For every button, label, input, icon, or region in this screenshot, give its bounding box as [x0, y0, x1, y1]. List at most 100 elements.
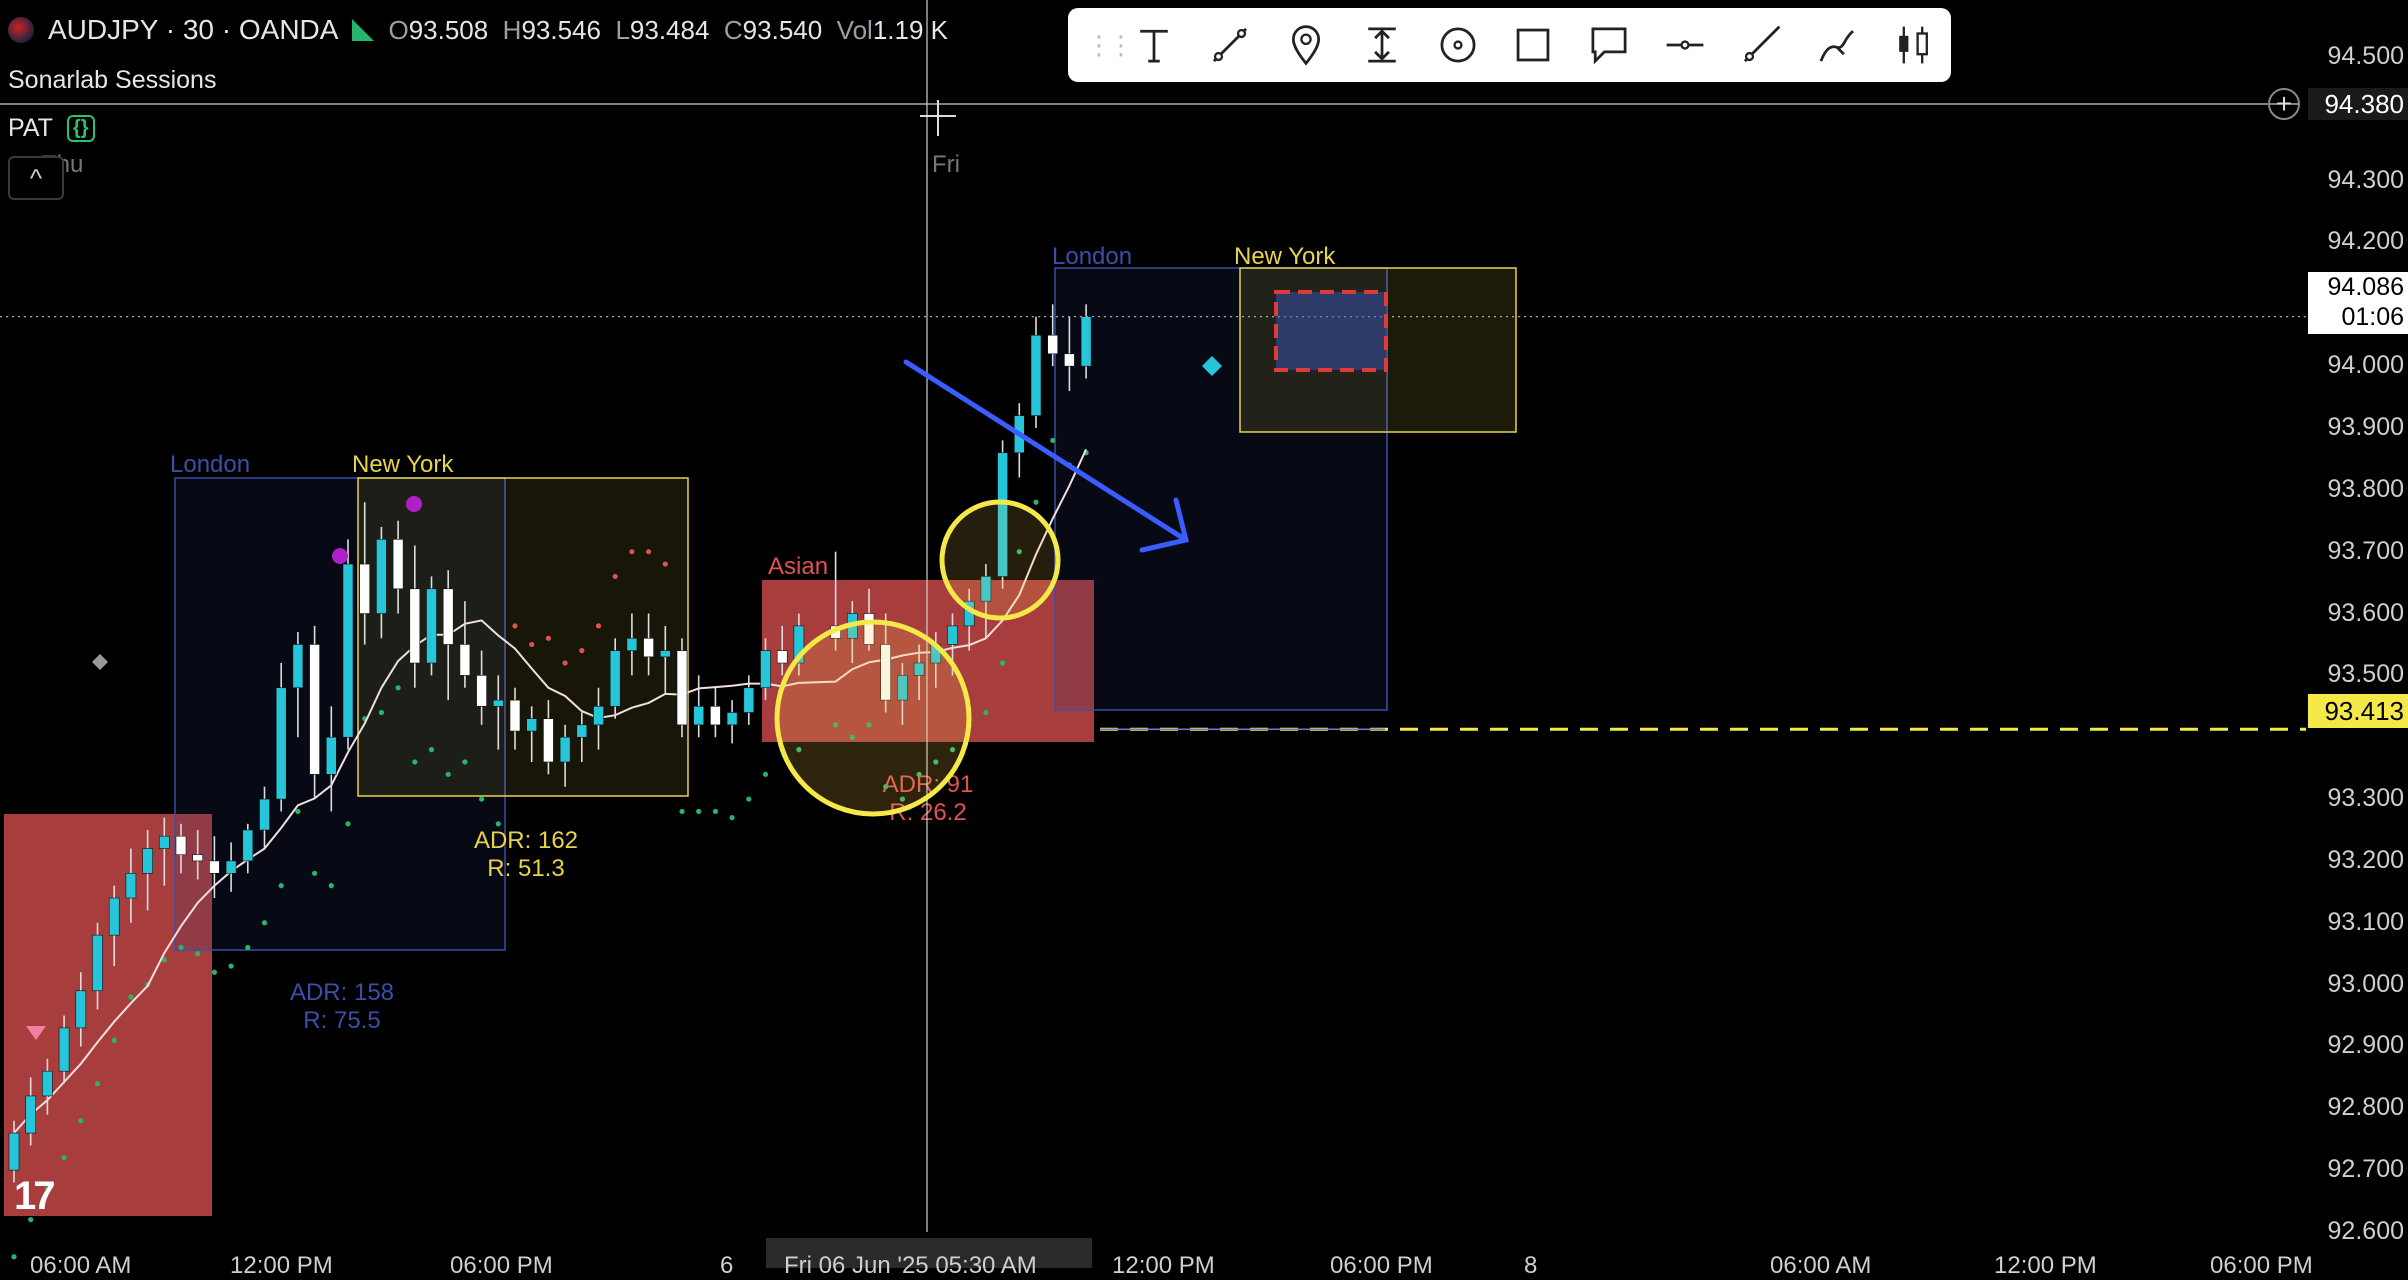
tradingview-logo-icon[interactable]: 17	[14, 1174, 55, 1218]
candles-icon	[1899, 26, 1928, 64]
rectangle-tool-button[interactable]	[1496, 15, 1572, 75]
pat-dot	[983, 709, 989, 716]
callout-icon	[1591, 27, 1627, 65]
candle-body	[559, 736, 571, 763]
pat-dot	[128, 994, 134, 1000]
trend-line-tool-button[interactable]	[1192, 15, 1268, 75]
candle-body	[309, 644, 320, 775]
candle-body	[108, 897, 120, 936]
brush-tool-button[interactable]	[1799, 15, 1875, 75]
adr-label: ADR: 158	[290, 979, 394, 1006]
pat-dot	[696, 808, 702, 815]
candle-body	[1047, 334, 1058, 355]
price-tick: 92.800	[2327, 1093, 2404, 1122]
candle-body	[159, 835, 170, 849]
candle-body	[659, 650, 671, 658]
pat-dots	[11, 437, 1089, 1260]
pat-dot	[646, 549, 652, 555]
newyork-session-box	[357, 477, 689, 797]
currency-flag-icon	[8, 17, 34, 43]
time-tick: 06:00 AM	[30, 1252, 132, 1279]
pat-dot	[111, 1037, 117, 1043]
pat-dot	[412, 759, 418, 765]
pat-dot	[545, 635, 552, 641]
pat-dot	[11, 1254, 17, 1260]
indicator-sonarlab[interactable]: Sonarlab Sessions	[8, 66, 216, 95]
price-tick: 93.100	[2327, 907, 2404, 936]
price-tick: 93.600	[2327, 598, 2404, 627]
candlesticks	[8, 304, 1092, 1183]
session-label: London	[1052, 243, 1132, 270]
pat-dot	[849, 734, 855, 740]
candle-body	[726, 712, 738, 726]
candle-body	[92, 934, 103, 992]
candle-body	[42, 1070, 53, 1097]
signal-dot	[406, 496, 422, 512]
price-range-icon	[1367, 27, 1396, 63]
pat-dot	[395, 685, 401, 691]
text-tool-button[interactable]	[1116, 15, 1192, 75]
candle-body	[593, 706, 604, 726]
pat-dot	[295, 808, 301, 815]
candle-body	[459, 644, 471, 676]
candle-body	[442, 588, 454, 645]
signal-dot	[332, 548, 348, 564]
ray-tool-button[interactable]	[1723, 15, 1799, 75]
pat-dot	[1016, 549, 1022, 555]
time-tick: 6	[720, 1252, 734, 1279]
symbol-legend: AUDJPY · 30 · OANDA O93.508 H93.546 L93.…	[8, 14, 948, 46]
price-tick: 93.800	[2327, 474, 2404, 503]
indicator-pat[interactable]: PAT {}	[8, 114, 95, 143]
pat-dot	[595, 623, 602, 629]
pat-dot	[883, 784, 889, 790]
range-label: R: 26.2	[889, 799, 966, 826]
drag-handle-icon[interactable]: ⋮⋮	[1086, 29, 1134, 60]
time-tick: 06:00 AM	[1770, 1252, 1872, 1279]
session-boxes: London New York Asian London New York ADR: 15…	[4, 151, 1517, 1216]
pat-dot	[345, 821, 351, 827]
time-tick: 12:00 PM	[1994, 1252, 2097, 1279]
key-level-tag: 93.413	[2308, 694, 2408, 728]
asian-session-box	[4, 814, 212, 1216]
price-tick: 92.900	[2327, 1031, 2404, 1060]
time-tick: 06:00 PM	[450, 1252, 553, 1279]
price-tick: 94.300	[2327, 165, 2404, 194]
price-tick: 93.000	[2327, 969, 2404, 998]
candle-body	[209, 860, 220, 874]
candle-body	[760, 650, 771, 689]
last-price-tag: 94.086 01:06	[2308, 272, 2408, 334]
market-open-icon	[352, 19, 375, 41]
circle-tool-button[interactable]	[1420, 15, 1496, 75]
candle-body	[526, 718, 538, 732]
circle-icon	[1440, 27, 1476, 63]
time-tick: 12:00 PM	[230, 1252, 333, 1279]
pat-dot	[245, 944, 251, 951]
candle-body	[192, 854, 203, 862]
callout-tool-button[interactable]	[1571, 15, 1647, 75]
time-tick: 06:00 PM	[2210, 1252, 2313, 1279]
crosshair-cursor-icon	[920, 100, 956, 136]
add-alert-plus-icon[interactable]: +	[2268, 88, 2300, 120]
collapse-legend-button[interactable]: ^	[8, 156, 64, 200]
pat-dot	[762, 771, 769, 777]
symbol-title[interactable]: AUDJPY · 30 · OANDA	[48, 14, 339, 45]
candle-body	[225, 860, 237, 874]
pat-dot	[495, 821, 501, 827]
candles-tool-button[interactable]	[1875, 15, 1951, 75]
pat-dot	[949, 747, 956, 753]
price-tick: 94.500	[2327, 41, 2404, 70]
pat-dot	[916, 771, 922, 777]
pat-dot	[312, 870, 318, 876]
pat-dot	[228, 963, 234, 969]
horizontal-line-tool-button[interactable]	[1647, 15, 1723, 75]
pin-tool-button[interactable]	[1268, 15, 1344, 75]
pat-dot	[61, 1155, 67, 1161]
pat-dot	[899, 796, 906, 802]
pat-dot	[512, 623, 518, 629]
pat-dot	[746, 796, 752, 802]
range-label: R: 75.5	[303, 1007, 380, 1034]
candle-body	[880, 644, 892, 701]
price-range-tool-button[interactable]	[1344, 15, 1420, 75]
crosshair-time-highlight	[766, 1238, 1092, 1268]
